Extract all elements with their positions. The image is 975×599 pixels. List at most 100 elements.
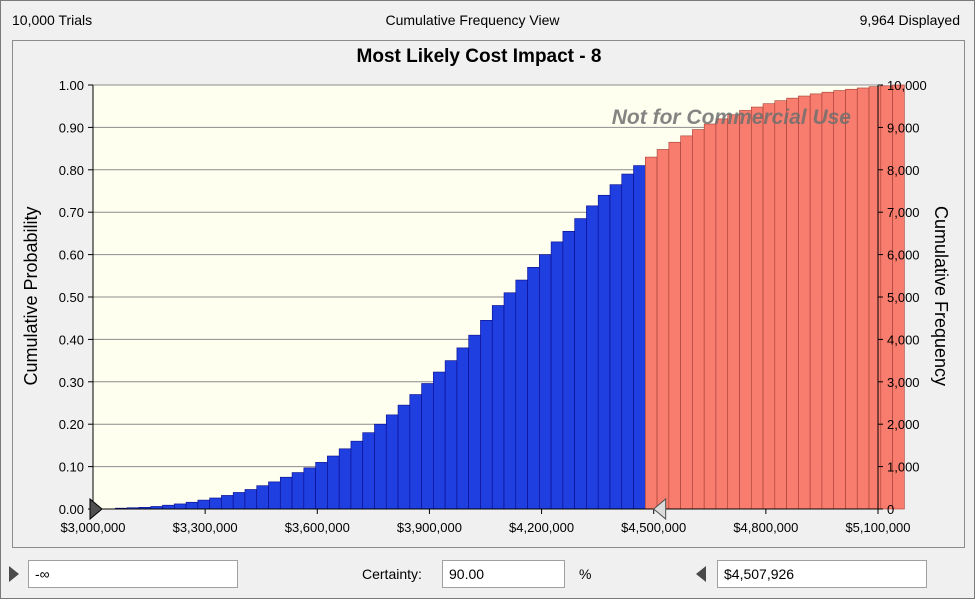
bar [385,414,399,510]
bar [221,495,234,510]
x-tick-label: $4,800,000 [733,520,798,535]
bar [303,467,316,510]
displayed-count: 9,964 Displayed [859,12,960,28]
x-tick-label: $3,000,000 [60,520,125,535]
bar [162,504,175,510]
x-tick-label: $4,500,000 [621,520,686,535]
chart: Most Likely Cost Impact - 8 Not for Comm… [21,46,951,535]
bar [232,492,246,510]
y-tick-label: 0.30 [59,375,84,390]
bar [715,118,729,510]
bar [774,100,787,510]
bar [809,93,823,510]
bar [621,173,634,510]
bar [503,292,517,510]
certainty-input[interactable] [442,560,565,588]
bar [750,106,764,510]
bar [868,86,882,510]
bar [327,455,340,510]
bar [609,184,623,510]
y-tick-label: 0.60 [59,248,84,263]
chart-frame: Most Likely Cost Impact - 8 Not for Comm… [12,40,965,548]
bar [197,499,210,510]
bar [597,194,611,510]
y-tick-label: 0.20 [59,417,84,432]
bar [291,472,305,510]
bar [845,88,858,510]
bar [244,489,258,510]
y-tick-label: 0.50 [59,290,84,305]
x-tick-label: $4,200,000 [509,520,574,535]
right-bound-input[interactable] [717,560,927,588]
bar [279,476,293,510]
y2-tick-label: 0 [887,502,894,517]
bar [798,95,811,510]
view-name: Cumulative Frequency View [385,12,560,28]
bar [550,241,564,510]
trials-count: 10,000 Trials [12,12,93,28]
left-grabber-icon[interactable] [9,566,19,582]
x-tick-label: $3,300,000 [173,520,238,535]
bar [692,129,705,510]
bar [444,360,458,510]
bar [892,84,905,510]
x-tick-label: $5,100,000 [845,520,910,535]
bar [562,230,575,510]
percent-label: % [579,566,592,582]
bar [633,165,646,510]
right-grabber-icon[interactable] [696,566,706,582]
bar [727,114,740,510]
bar [786,97,799,510]
bar [409,394,422,510]
left-grabber-marker-icon[interactable] [89,497,103,521]
bar [645,156,658,510]
certainty-label: Certainty: [362,566,422,582]
bar [821,91,835,510]
right-grabber-marker-icon[interactable] [652,497,667,521]
y2-tick-label: 2,000 [887,417,920,432]
bar [574,218,587,510]
watermark: Not for Commercial Use [612,106,852,129]
bar [256,485,269,510]
bar [468,334,481,510]
bar [656,149,670,510]
y2-tick-label: 1,000 [887,460,920,475]
bar [374,423,387,510]
bar [491,305,505,510]
bar [856,87,870,510]
y2-tick-label: 8,000 [887,163,920,178]
bar [338,448,352,510]
y2-tick-label: 6,000 [887,248,920,263]
y2-tick-label: 3,000 [887,375,920,390]
header-bar: 10,000 Trials Cumulative Frequency View … [0,0,975,40]
y-tick-label: 0.00 [59,502,84,517]
bar [515,279,528,510]
bar [703,123,717,510]
bar [456,347,469,510]
bar [527,267,540,510]
x-tick-label: $3,900,000 [397,520,462,535]
x-tick-label: $3,600,000 [285,520,350,535]
bar [762,103,776,510]
bar [480,320,493,510]
y-tick-label: 0.40 [59,332,84,347]
chart-title: Most Likely Cost Impact - 8 [357,46,602,67]
y2-tick-label: 4,000 [887,332,920,347]
left-bound-input[interactable] [28,560,238,588]
bar [739,110,752,510]
y-tick-label: 0.90 [59,120,84,135]
bar [185,501,199,510]
y-tick-label: 0.80 [59,163,84,178]
bar [209,497,222,510]
bar [539,254,552,510]
y2-tick-label: 5,000 [887,290,920,305]
bar [268,481,281,510]
bar [362,432,375,510]
y2-tick-label: 7,000 [887,205,920,220]
y2-axis-label: Cumulative Frequency [931,206,951,386]
bar [668,141,681,510]
bar [433,371,446,510]
bar [586,205,599,510]
y-tick-label: 0.70 [59,205,84,220]
bar [397,404,411,510]
